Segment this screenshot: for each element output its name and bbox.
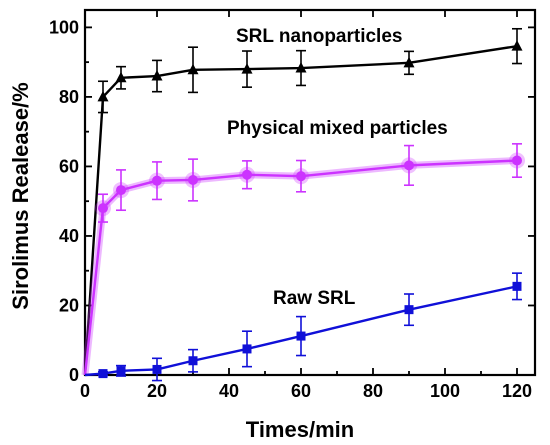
- x-tick-label: 120: [502, 381, 532, 401]
- data-point-triangle: [403, 56, 415, 68]
- axes: 0 20 40 60 80 100 120 0 20 40 60 80 100: [49, 8, 537, 401]
- x-tick-label: 100: [430, 381, 460, 401]
- data-point-circle: [116, 185, 126, 196]
- y-tick-label: 100: [49, 17, 79, 37]
- x-tick-label: 0: [80, 381, 90, 401]
- data-point-square: [242, 344, 252, 354]
- data-point-triangle: [295, 62, 307, 73]
- data-point-circle: [188, 174, 198, 185]
- series-raw-srl: [84, 272, 522, 382]
- data-point-triangle: [115, 71, 127, 83]
- series-label-raw-srl: Raw SRL: [273, 288, 356, 309]
- y-tick-label: 40: [59, 226, 79, 246]
- data-point-circle: [404, 160, 414, 171]
- data-point-circle: [98, 203, 108, 214]
- data-point-circle: [296, 171, 306, 182]
- data-point-triangle: [241, 63, 253, 74]
- data-point-square: [296, 331, 306, 341]
- data-point-circle: [242, 169, 252, 180]
- data-point-square: [152, 364, 162, 374]
- y-axis-title: Sirolimus Realease/%: [8, 82, 33, 309]
- data-point-circle: [512, 155, 522, 166]
- data-point-triangle: [97, 90, 109, 102]
- plot-frame: [83, 8, 537, 377]
- series-layer: [81, 27, 525, 382]
- y-tick-label: 20: [59, 295, 79, 315]
- series-physical-mixed: [81, 143, 525, 376]
- data-point-square: [116, 366, 126, 376]
- data-point-square: [404, 305, 414, 315]
- x-tick-label: 60: [291, 381, 311, 401]
- x-tick-label: 40: [219, 381, 239, 401]
- series-srl-nanoparticles: [83, 27, 523, 376]
- data-point-square: [188, 356, 198, 366]
- x-tick-label: 20: [147, 381, 167, 401]
- series-label-srl-nanoparticles: SRL nanoparticles: [236, 26, 402, 47]
- series-labels: SRL nanoparticles Physical mixed particl…: [227, 26, 448, 309]
- x-axis-title: Times/min: [246, 417, 354, 442]
- series-label-physical-mixed: Physical mixed particles: [227, 118, 448, 139]
- data-point-square: [512, 281, 522, 291]
- y-tick-label: 80: [59, 87, 79, 107]
- data-point-circle: [152, 175, 162, 186]
- data-point-triangle: [151, 70, 163, 81]
- data-point-triangle: [511, 40, 523, 51]
- y-tick-label: 0: [69, 365, 79, 385]
- data-point-triangle: [187, 63, 199, 75]
- x-tick-label: 80: [363, 381, 383, 401]
- data-point-square: [98, 369, 108, 379]
- y-tick-label: 60: [59, 156, 79, 176]
